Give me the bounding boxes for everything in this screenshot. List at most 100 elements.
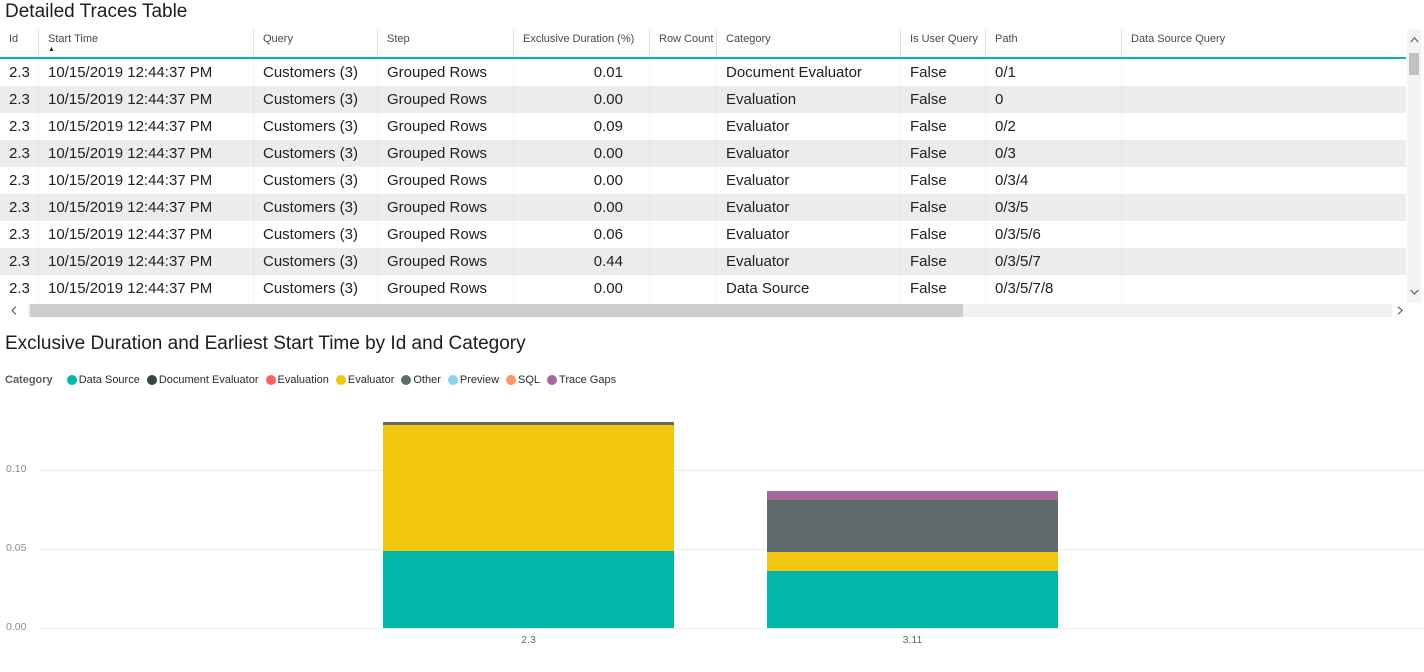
legend-item-label: Other — [413, 374, 441, 386]
column-header-data-source-query[interactable]: Data Source Query — [1121, 29, 1406, 57]
column-header-label: Start Time — [48, 33, 99, 45]
table-cell: Document Evaluator — [716, 59, 900, 86]
column-header-step[interactable]: Step — [377, 29, 513, 57]
legend-item-document-evaluator[interactable]: Document Evaluator — [146, 374, 259, 386]
legend-color-dot — [66, 375, 77, 385]
horizontal-scrollbar-thumb[interactable] — [30, 304, 963, 317]
scroll-right-icon[interactable] — [1392, 304, 1408, 317]
table-row[interactable]: 2.3 10/15/2019 12:44:37 PM Customers (3) Gr… — [0, 221, 1406, 248]
vertical-scrollbar-thumb[interactable] — [1409, 53, 1419, 75]
table-cell: 0/3/5/7 — [985, 248, 1121, 275]
legend-item-evaluator[interactable]: Evaluator — [335, 374, 394, 386]
table-cell: 10/15/2019 12:44:37 PM — [38, 59, 253, 86]
table-cell: Data Source — [716, 275, 900, 302]
gridline — [40, 470, 1424, 471]
table-cell: Customers (3) — [253, 275, 377, 302]
legend-color-dot — [265, 375, 276, 385]
bar-segment-trace-gaps[interactable] — [767, 491, 1058, 500]
table-cell: 10/15/2019 12:44:37 PM — [38, 248, 253, 275]
x-axis-category-label: 3.11 — [902, 634, 923, 646]
table-cell — [1121, 275, 1406, 302]
column-header-query[interactable]: Query — [253, 29, 377, 57]
table-cell — [649, 59, 716, 86]
table-cell: 2.3 — [9, 172, 30, 189]
column-header-label: Query — [263, 33, 293, 45]
column-header-row-count[interactable]: Row Count — [649, 29, 716, 57]
table-cell — [649, 86, 716, 113]
table-cell: False — [900, 59, 985, 86]
scroll-left-icon[interactable] — [6, 304, 22, 317]
table-row[interactable]: 2.3 10/15/2019 12:44:37 PM Customers (3) Gr… — [0, 194, 1406, 221]
table-cell: 10/15/2019 12:44:37 PM — [38, 140, 253, 167]
legend-item-preview[interactable]: Preview — [447, 374, 500, 386]
bar-stack-3-11[interactable] — [767, 491, 1058, 628]
table-cell: Customers (3) — [253, 248, 377, 275]
table-cell: False — [900, 140, 985, 167]
table-cell: 10/15/2019 12:44:37 PM — [38, 86, 253, 113]
column-header-exclusive-duration[interactable]: Exclusive Duration (%) — [513, 29, 649, 57]
column-header-id[interactable]: Id — [0, 29, 38, 57]
table-cell — [649, 167, 716, 194]
chart-plot-area: 0.00 0.05 0.10 2.3 3.11 — [0, 400, 1424, 672]
legend-item-other[interactable]: Other — [401, 374, 441, 386]
legend-item-sql[interactable]: SQL — [506, 374, 540, 386]
table-cell: Grouped Rows — [377, 221, 513, 248]
column-header-is-user-query[interactable]: Is User Query — [900, 29, 985, 57]
column-header-label: Exclusive Duration (%) — [523, 33, 635, 45]
table-cell: False — [900, 167, 985, 194]
table-cell: Grouped Rows — [377, 59, 513, 86]
bar-segment-other[interactable] — [767, 500, 1058, 552]
table-row[interactable]: 2.3 10/15/2019 12:44:37 PM Customers (3) Gr… — [0, 248, 1406, 275]
table-cell: 10/15/2019 12:44:37 PM — [38, 113, 253, 140]
table-title: Detailed Traces Table — [5, 1, 188, 22]
legend-item-trace-gaps[interactable]: Trace Gaps — [547, 374, 616, 386]
table-row[interactable]: 2.3 10/15/2019 12:44:37 PM Customers (3) Gr… — [0, 167, 1406, 194]
table-cell: Evaluator — [716, 194, 900, 221]
table-cell: 0.01 — [513, 59, 649, 86]
chart-legend: Category Data Source Document Evaluator Ev… — [5, 374, 623, 386]
table-row[interactable]: 2.3 10/15/2019 12:44:37 PM Customers (3) Gr… — [0, 86, 1406, 113]
scroll-up-icon[interactable] — [1407, 33, 1421, 47]
column-header-start-time[interactable]: Start Time ▲ — [38, 29, 253, 57]
table-cell: 0.00 — [513, 140, 649, 167]
legend-color-dot — [146, 375, 157, 385]
column-header-category[interactable]: Category — [716, 29, 900, 57]
table-cell: Customers (3) — [253, 194, 377, 221]
bar-segment-other[interactable] — [383, 422, 674, 425]
legend-item-label: SQL — [518, 374, 541, 386]
table-cell: 0.09 — [513, 113, 649, 140]
table-cell — [1121, 194, 1406, 221]
table-row[interactable]: 2.3 10/15/2019 12:44:37 PM Customers (3) Gr… — [0, 275, 1406, 302]
table-cell: 0.00 — [513, 194, 649, 221]
table-row[interactable]: 2.3 10/15/2019 12:44:37 PM Customers (3) Gr… — [0, 59, 1406, 86]
bar-segment-evaluator[interactable] — [383, 425, 674, 551]
column-header-label: Row Count — [659, 33, 714, 45]
legend-color-dot — [401, 375, 412, 385]
table-cell: 2.3 — [9, 226, 30, 243]
bar-segment-data-source[interactable] — [383, 551, 674, 628]
table-vertical-scrollbar[interactable] — [1407, 29, 1421, 303]
table-row[interactable]: 2.3 10/15/2019 12:44:37 PM Customers (3) Gr… — [0, 140, 1406, 167]
table-cell: 2.3 — [9, 199, 30, 216]
chart-title: Exclusive Duration and Earliest Start Ti… — [5, 333, 526, 354]
table-cell: 0.00 — [513, 86, 649, 113]
scroll-down-icon[interactable] — [1407, 285, 1421, 299]
table-cell: 0.00 — [513, 275, 649, 302]
table-cell: Customers (3) — [253, 86, 377, 113]
legend-items: Data Source Document Evaluator Evaluation E… — [66, 374, 623, 386]
y-axis-tick-label: 0.10 — [6, 463, 27, 475]
legend-item-data-source[interactable]: Data Source — [66, 374, 140, 386]
sort-ascending-icon: ▲ — [48, 46, 55, 53]
table-cell — [649, 194, 716, 221]
table-cell: False — [900, 86, 985, 113]
table-horizontal-scrollbar[interactable] — [0, 304, 1410, 317]
bar-stack-2-3[interactable] — [383, 421, 674, 628]
column-header-path[interactable]: Path — [985, 29, 1121, 57]
bar-segment-evaluator[interactable] — [767, 552, 1058, 571]
table-cell: Grouped Rows — [377, 140, 513, 167]
table-cell: Grouped Rows — [377, 275, 513, 302]
table-row[interactable]: 2.3 10/15/2019 12:44:37 PM Customers (3) Gr… — [0, 113, 1406, 140]
legend-item-evaluation[interactable]: Evaluation — [265, 374, 329, 386]
legend-item-label: Preview — [459, 374, 500, 386]
bar-segment-data-source[interactable] — [767, 571, 1058, 628]
